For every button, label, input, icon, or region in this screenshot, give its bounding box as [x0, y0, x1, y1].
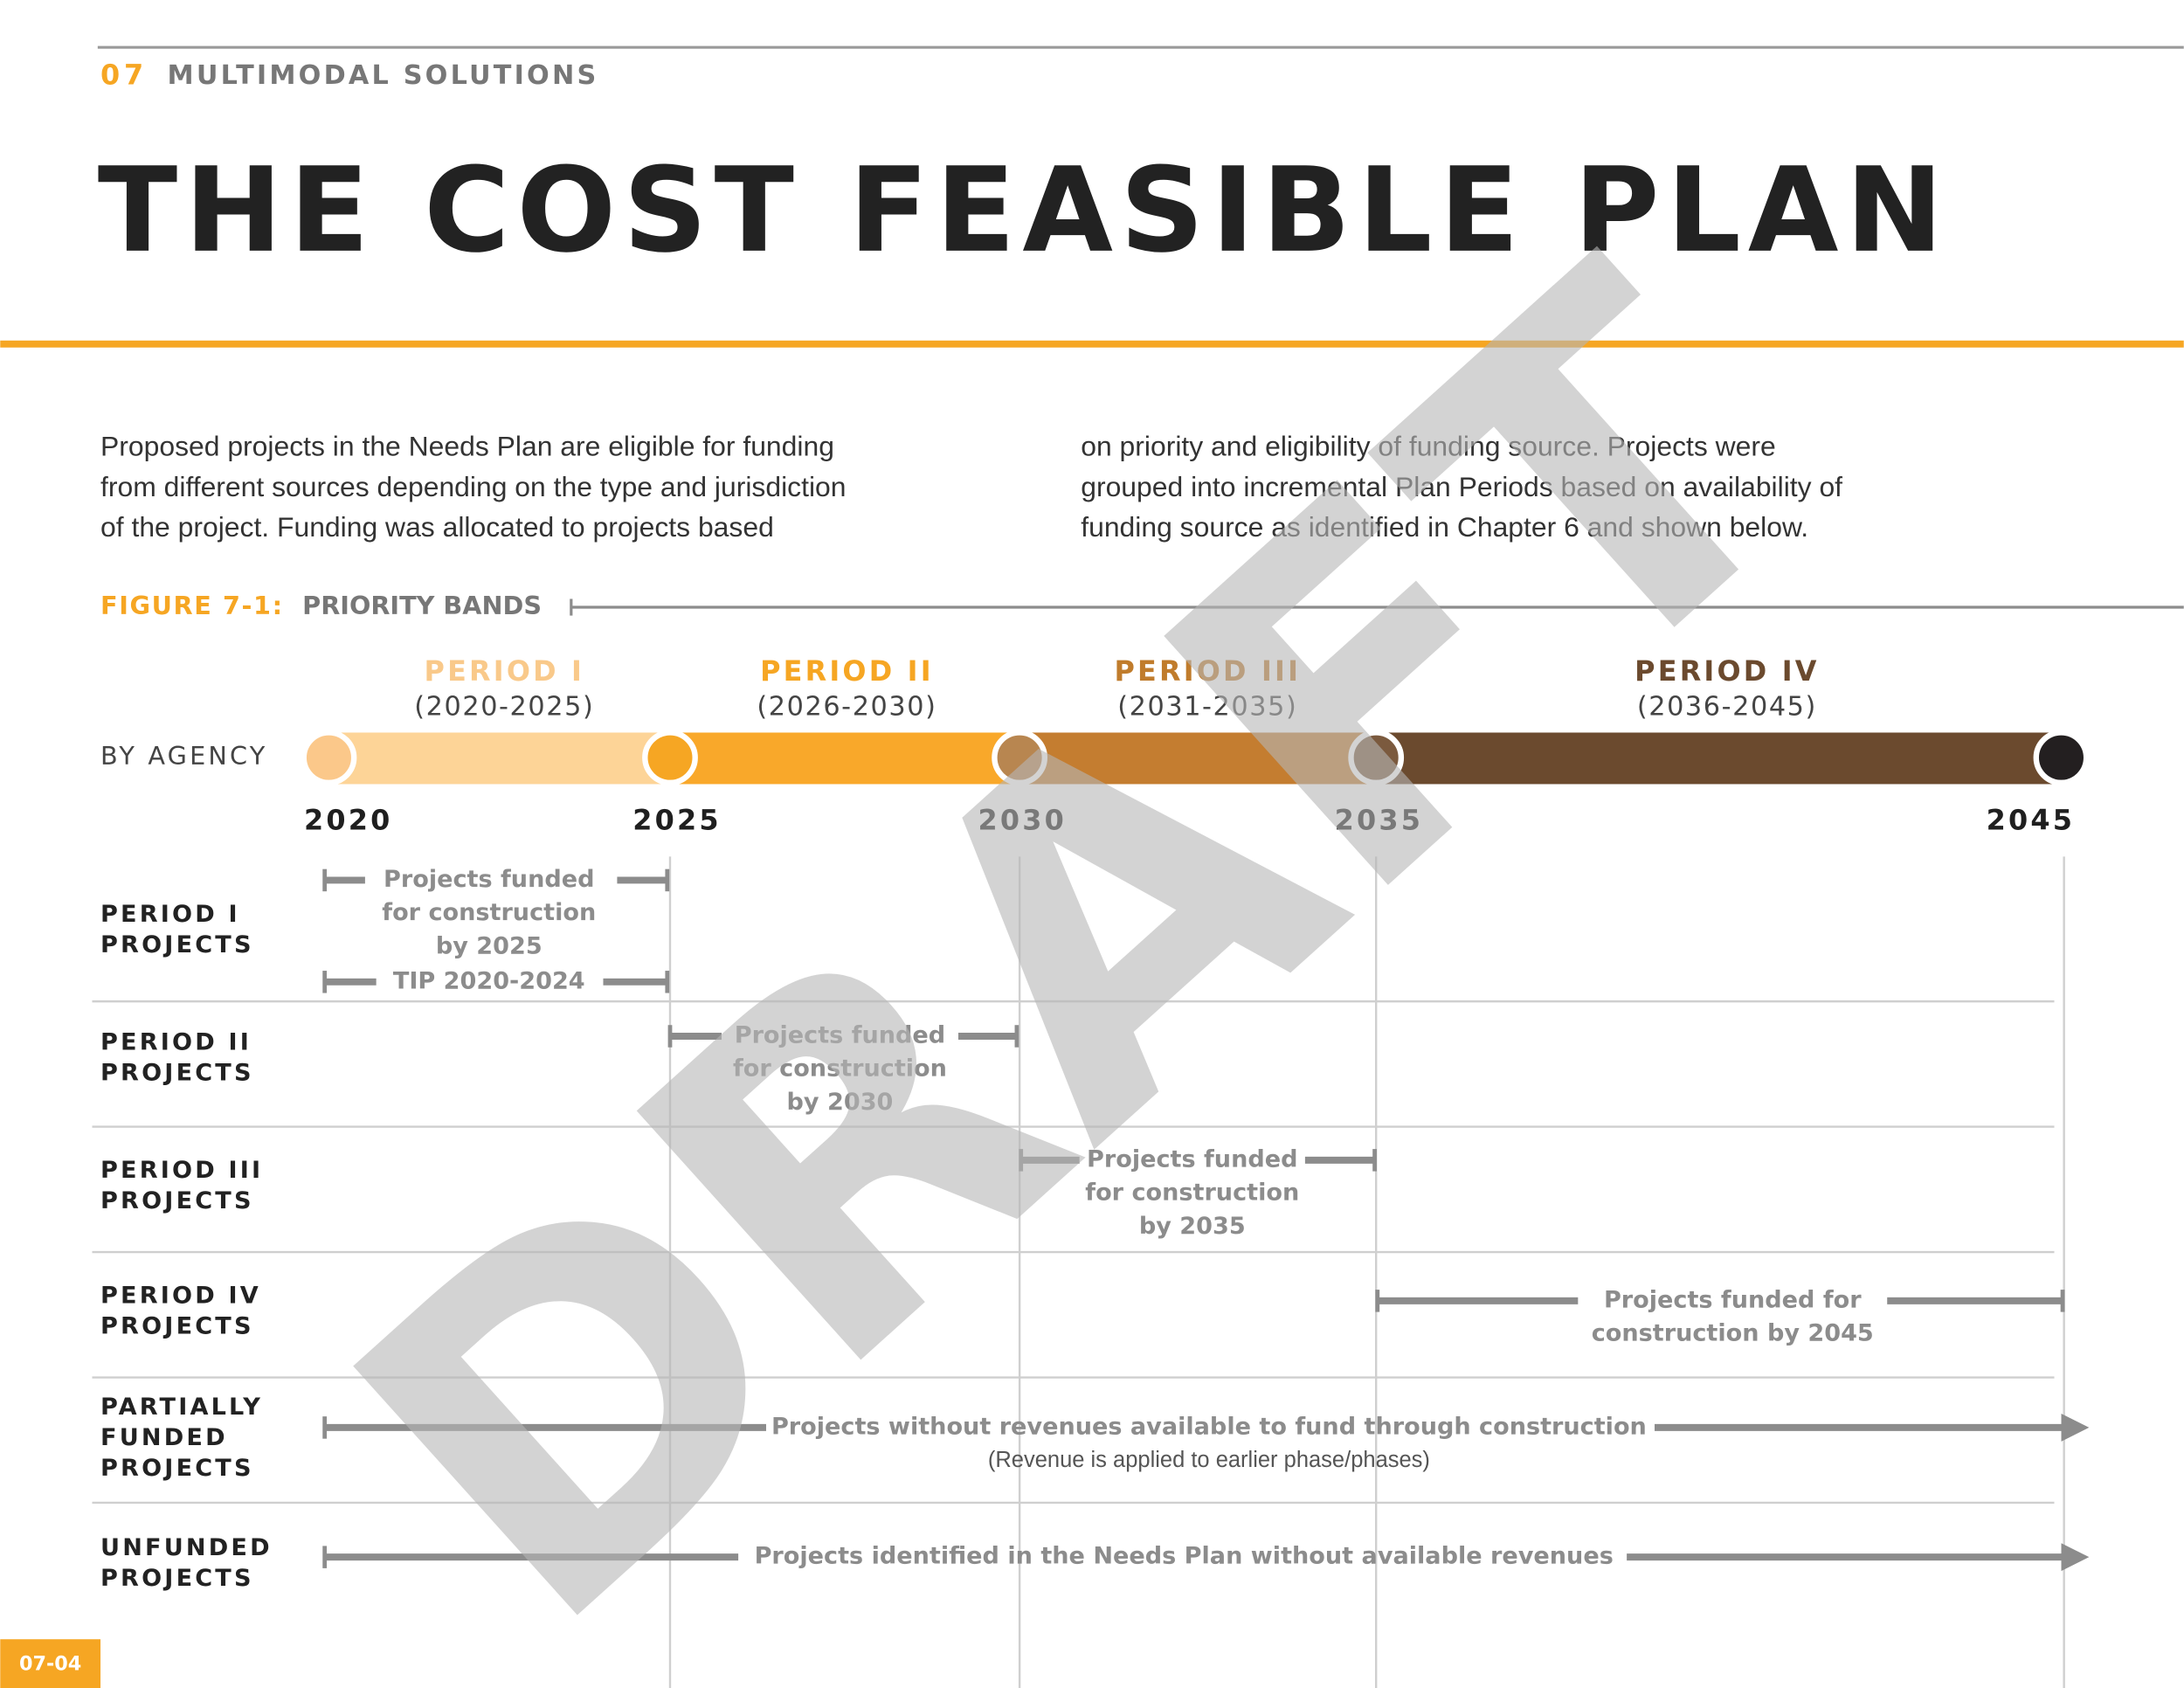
row-description: by 2035 [1139, 1213, 1246, 1240]
period-years: (2036-2045) [1637, 691, 1817, 722]
intro-line: grouped into incremental Plan Periods ba… [1081, 471, 1842, 502]
milestone-year: 2030 [978, 803, 1067, 836]
row-label: PERIOD II [100, 1028, 252, 1055]
milestone-year: 2045 [1987, 803, 2075, 836]
intro-line: from different sources depending on the … [100, 471, 846, 502]
page-title: THE COST FEASIBLE PLAN [98, 142, 1951, 279]
row-description: Projects funded [735, 1021, 945, 1048]
period-band [328, 732, 670, 785]
period-name: PERIOD IV [1635, 654, 1819, 688]
row-label: PARTIALLY [100, 1394, 263, 1421]
row-label: PROJECTS [100, 1187, 254, 1214]
period-band [1376, 732, 2062, 785]
row-label: UNFUNDED [100, 1534, 273, 1561]
figure-title: PRIORITY BANDS [302, 591, 542, 620]
period-years: (2026-2030) [757, 691, 936, 722]
row-description: construction by 2045 [1592, 1320, 1874, 1347]
row-label: PERIOD III [100, 1157, 263, 1184]
row-description: Projects identified in the Needs Plan wi… [755, 1543, 1614, 1570]
band-label: BY AGENCY [100, 741, 267, 771]
period-years: (2020-2025) [414, 691, 594, 722]
row-label: PERIOD IV [100, 1283, 261, 1310]
row-description: for construction [733, 1055, 947, 1083]
period-years: (2031-2035) [1117, 691, 1297, 722]
milestone-year: 2025 [632, 803, 721, 836]
row-description: for construction [382, 899, 596, 926]
milestone-dot [2033, 730, 2090, 786]
row-label: FUNDED [100, 1424, 228, 1451]
row-label: PROJECTS [100, 931, 254, 958]
milestone-year: 2035 [1335, 803, 1423, 836]
intro-line: on priority and eligibility of funding s… [1081, 431, 1776, 462]
intro-line: of the project. Funding was allocated to… [100, 511, 774, 543]
milestone-dot [642, 730, 698, 786]
page-number: 07-04 [19, 1652, 81, 1675]
period-name: PERIOD II [760, 654, 934, 688]
row-description: for construction [1085, 1180, 1299, 1207]
section-number: 07 [100, 59, 148, 92]
figure-label: FIGURE 7-1: [100, 591, 284, 620]
milestone-dot [992, 730, 1047, 786]
period-band [670, 732, 1020, 785]
row-description: Projects without revenues available to f… [771, 1413, 1647, 1440]
period-band [1019, 732, 1377, 785]
section-title: MULTIMODAL SOLUTIONS [168, 60, 599, 91]
page-number-box [0, 1639, 101, 1688]
milestone-year: 2020 [304, 803, 392, 836]
intro-line: Proposed projects in the Needs Plan are … [100, 431, 834, 462]
row-description: by 2030 [787, 1089, 894, 1116]
milestone-dot [301, 730, 357, 786]
milestone-dot [1348, 730, 1405, 786]
row-label: PROJECTS [100, 1565, 254, 1592]
intro-line: funding source as identified in Chapter … [1081, 511, 1808, 543]
row-description: Projects funded [384, 866, 594, 893]
row-label: PERIOD I [100, 901, 240, 928]
row-label: PROJECTS [100, 1455, 254, 1482]
row-description: Projects funded for [1604, 1286, 1862, 1313]
row-label: PROJECTS [100, 1313, 254, 1340]
row-description: by 2025 [436, 932, 543, 959]
period-name: PERIOD I [425, 654, 585, 688]
row-description: Projects funded [1087, 1145, 1297, 1173]
row-sub-range: TIP 2020-2024 [393, 967, 585, 994]
row-note: (Revenue is applied to earlier phase/pha… [988, 1448, 1430, 1472]
period-name: PERIOD III [1114, 654, 1301, 688]
row-label: PROJECTS [100, 1060, 254, 1087]
